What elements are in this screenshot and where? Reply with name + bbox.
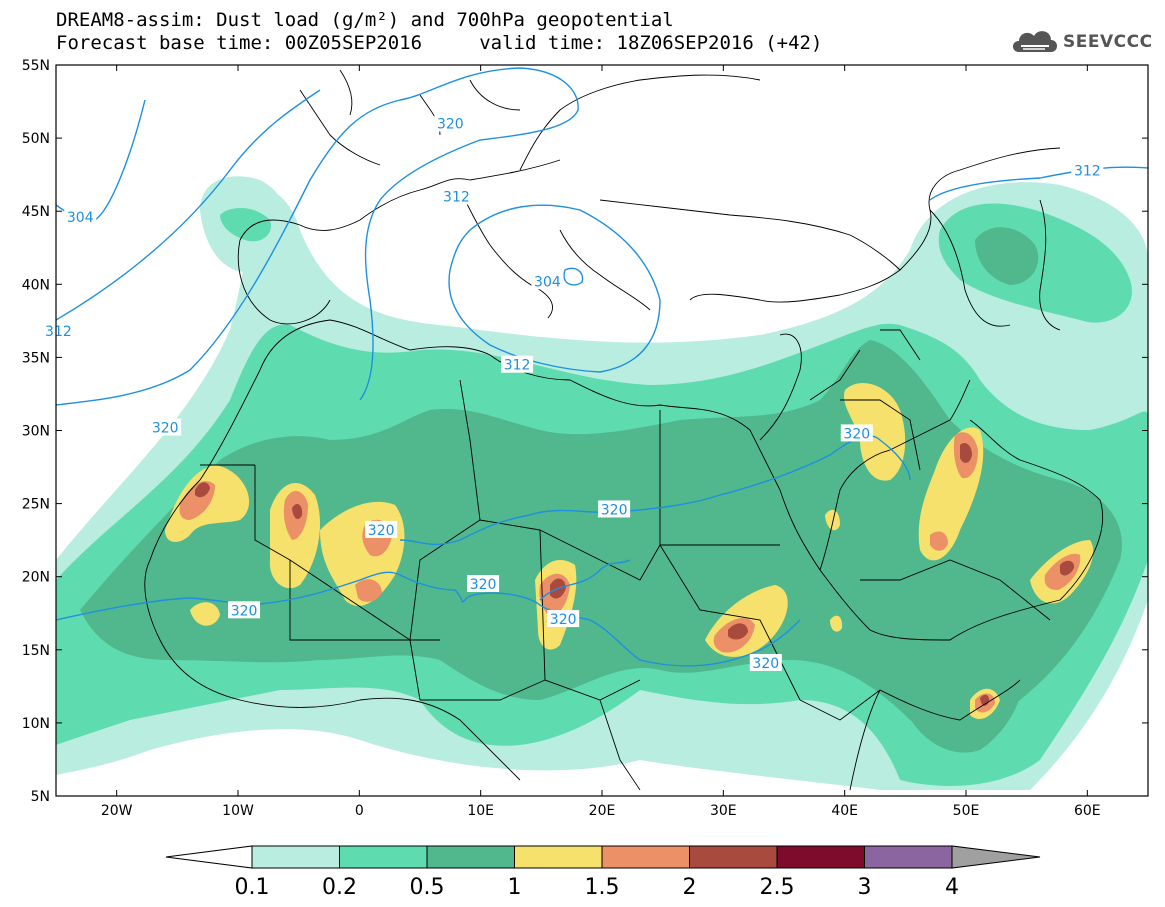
contour-label-text: 320 xyxy=(843,426,870,442)
contour-label: 304 xyxy=(531,272,564,290)
lon-tick-label: 10W xyxy=(222,803,254,819)
lat-tick-label: 20N xyxy=(22,570,50,586)
contour-labels: 304 312 320 320 312 304 312 312 320 320 320 320 320 3… xyxy=(42,114,1104,672)
contour-label: 320 xyxy=(840,424,873,442)
legend-level-label: 4 xyxy=(945,875,959,900)
contour-320-north xyxy=(56,67,579,406)
legend-level-label: 1.5 xyxy=(585,875,620,900)
contour-label-text: 320 xyxy=(752,656,779,672)
lat-tick-label: 40N xyxy=(22,277,50,293)
lat-tick-label: 25N xyxy=(22,497,50,513)
cloud-icon xyxy=(1013,31,1057,52)
contour-312-west xyxy=(56,89,321,321)
lat-tick-label: 35N xyxy=(22,350,50,366)
dust-field xyxy=(56,176,1148,790)
dust-area-dark-caspian xyxy=(975,227,1039,285)
contour-label-text: 320 xyxy=(601,502,628,518)
contour-label: 320 xyxy=(149,418,182,437)
contour-label: 320 xyxy=(228,601,261,619)
dust-area-dark-horn xyxy=(897,655,1023,753)
contour-label: 312 xyxy=(42,322,75,340)
lat-tick-label: 45N xyxy=(22,204,50,220)
contour-label: 320 xyxy=(598,500,631,518)
lon-tick-label: 60E xyxy=(1074,803,1101,819)
contour-label: 320 xyxy=(547,610,580,628)
contour-label-text: 312 xyxy=(443,190,470,206)
contour-label: 320 xyxy=(434,114,467,132)
contour-label: 320 xyxy=(365,520,398,539)
coastlines xyxy=(144,69,1104,791)
contour-label-text: 320 xyxy=(368,523,395,539)
contour-312-south-europe xyxy=(448,204,661,373)
lon-tick-label: 0 xyxy=(355,803,364,819)
legend-level-label: 0.5 xyxy=(410,875,445,900)
legend-swatch xyxy=(689,845,778,869)
contour-312-east xyxy=(929,166,1148,201)
lon-tick-label: 20W xyxy=(101,803,133,819)
contour-304-italy xyxy=(563,267,584,286)
legend-level-label: 0.2 xyxy=(322,875,357,900)
contour-label-text: 320 xyxy=(550,612,577,628)
lat-tick-label: 10N xyxy=(22,716,50,732)
contour-320-sahel xyxy=(539,559,631,601)
contour-label-text: 312 xyxy=(45,324,72,340)
legend-swatch xyxy=(864,845,953,869)
legend-swatch xyxy=(514,845,603,869)
legend-swatch xyxy=(601,845,690,869)
contour-label-text: 304 xyxy=(67,210,94,226)
legend-swatch xyxy=(776,845,865,869)
logo-text: SEEVCCC xyxy=(1063,32,1153,52)
contour-label-text: 320 xyxy=(231,603,258,619)
contour-label: 312 xyxy=(1071,161,1104,179)
legend-swatch xyxy=(251,845,340,869)
lat-tick-label: 55N xyxy=(22,58,50,74)
legend-swatch xyxy=(426,845,515,869)
contour-label: 320 xyxy=(467,575,500,593)
contour-label: 312 xyxy=(440,187,473,206)
contour-label-text: 320 xyxy=(437,116,464,132)
contour-label-text: 312 xyxy=(504,358,531,374)
lat-tick-label: 50N xyxy=(22,131,50,147)
legend-swatch xyxy=(339,845,428,869)
legend-level-label: 0.1 xyxy=(235,875,270,900)
lon-tick-label: 10E xyxy=(467,803,494,819)
geopotential-contours xyxy=(56,67,1148,667)
chart-subtitle: Forecast base time: 00Z05SEP2016 valid t… xyxy=(56,32,823,54)
seevccc-logo: SEEVCCC xyxy=(1009,24,1152,60)
contour-label: 312 xyxy=(501,355,534,374)
lat-tick-label: 30N xyxy=(22,424,50,440)
lon-tick-label: 50E xyxy=(953,803,980,819)
legend-under-triangle xyxy=(165,845,253,869)
legend-level-label: 3 xyxy=(858,875,872,900)
legend-level-label: 1 xyxy=(508,875,522,900)
lon-tick-label: 20E xyxy=(589,803,616,819)
map-axes: 20W 10W 0 10E 20E 30E 40E 50E 60E 55N 50N 45N 40N 35N… xyxy=(22,58,1148,819)
chart-title: DREAM8-assim: Dust load (g/m²) and 700hP… xyxy=(56,9,674,31)
color-legend: 0.1 0.2 0.5 1 1.5 2 2.5 3 4 xyxy=(165,845,1041,900)
contour-304-west xyxy=(56,99,146,222)
legend-over-triangle xyxy=(951,845,1041,869)
lon-tick-label: 40E xyxy=(831,803,858,819)
contour-label-text: 312 xyxy=(1074,163,1101,179)
lon-tick-label: 30E xyxy=(710,803,737,819)
lat-tick-label: 5N xyxy=(31,789,50,805)
dust-area-medium-iberia xyxy=(220,208,271,242)
contour-label-text: 320 xyxy=(152,421,179,437)
contour-label: 320 xyxy=(749,653,782,672)
contour-label: 304 xyxy=(64,208,97,226)
legend-level-label: 2 xyxy=(683,875,697,900)
contour-label-text: 304 xyxy=(534,274,561,290)
contour-label-text: 320 xyxy=(470,577,497,593)
lat-tick-label: 15N xyxy=(22,643,50,659)
legend-level-label: 2.5 xyxy=(760,875,795,900)
